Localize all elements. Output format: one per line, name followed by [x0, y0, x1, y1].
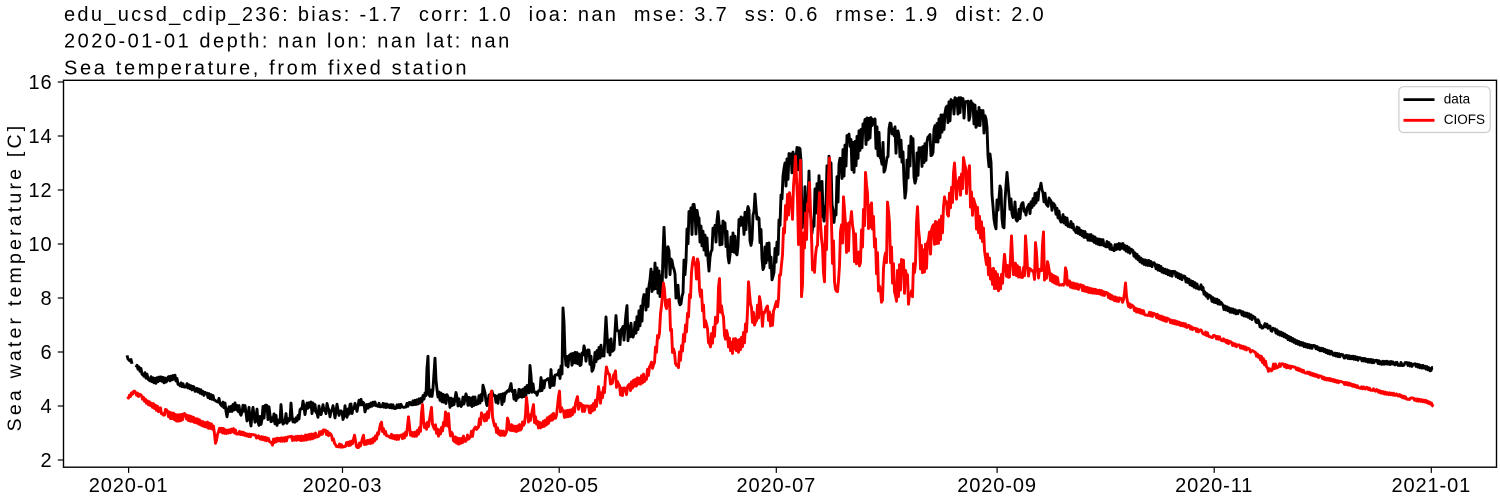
svg-text:2020-11: 2020-11 — [1175, 475, 1253, 497]
svg-text:8: 8 — [40, 288, 52, 310]
svg-text:2020-07: 2020-07 — [736, 475, 816, 497]
svg-text:16: 16 — [28, 72, 52, 94]
svg-text:2021-01: 2021-01 — [1391, 475, 1471, 497]
svg-text:2020-01-01 depth: nan lon: nan: 2020-01-01 depth: nan lon: nan lat: nan — [64, 31, 512, 53]
svg-text:2: 2 — [40, 450, 52, 472]
svg-text:2020-05: 2020-05 — [519, 475, 599, 497]
svg-text:10: 10 — [28, 234, 52, 256]
svg-text:2020-01: 2020-01 — [89, 475, 169, 497]
svg-text:CIOFS: CIOFS — [1444, 112, 1485, 127]
svg-text:2020-09: 2020-09 — [957, 475, 1037, 497]
svg-text:12: 12 — [28, 180, 52, 202]
svg-text:Sea water temperature [C]: Sea water temperature [C] — [4, 123, 26, 432]
svg-text:Sea temperature, from fixed st: Sea temperature, from fixed station — [64, 57, 469, 79]
svg-text:2020-03: 2020-03 — [303, 475, 383, 497]
svg-text:edu_ucsd_cdip_236: bias: -1.7: edu_ucsd_cdip_236: bias: -1.7 corr: 1.0 … — [64, 4, 1046, 26]
svg-text:4: 4 — [40, 396, 52, 418]
svg-text:data: data — [1444, 91, 1471, 106]
svg-text:14: 14 — [28, 126, 52, 148]
svg-text:6: 6 — [40, 342, 52, 364]
